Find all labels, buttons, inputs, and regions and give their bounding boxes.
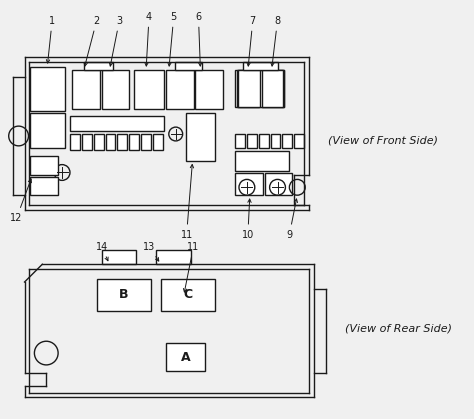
Bar bbox=[161, 279, 215, 310]
Bar bbox=[118, 134, 128, 150]
Bar bbox=[261, 70, 284, 107]
Text: C: C bbox=[183, 288, 192, 301]
Bar bbox=[129, 134, 139, 150]
Text: (View of Rear Side): (View of Rear Side) bbox=[345, 323, 452, 334]
Text: 10: 10 bbox=[242, 199, 254, 240]
Text: 13: 13 bbox=[143, 241, 159, 261]
Bar bbox=[153, 134, 163, 150]
Bar bbox=[195, 70, 223, 109]
Bar bbox=[238, 70, 260, 107]
Bar bbox=[70, 134, 80, 150]
Text: 14: 14 bbox=[95, 241, 108, 261]
Bar bbox=[82, 134, 92, 150]
Bar bbox=[175, 62, 202, 70]
Bar bbox=[101, 251, 136, 264]
Bar bbox=[30, 67, 65, 111]
Bar bbox=[30, 113, 65, 148]
Text: A: A bbox=[181, 351, 191, 364]
Text: 1: 1 bbox=[46, 16, 55, 63]
Text: 5: 5 bbox=[168, 12, 177, 66]
Text: 11: 11 bbox=[183, 241, 200, 292]
Bar bbox=[166, 343, 205, 371]
Text: 7: 7 bbox=[247, 16, 256, 66]
Bar bbox=[72, 70, 100, 109]
Bar bbox=[271, 134, 281, 148]
Bar bbox=[166, 70, 193, 109]
Bar bbox=[156, 251, 191, 264]
Text: 4: 4 bbox=[145, 12, 152, 66]
Bar bbox=[235, 134, 245, 148]
Text: 3: 3 bbox=[109, 16, 122, 66]
Bar bbox=[186, 113, 215, 160]
Bar bbox=[294, 134, 304, 148]
Bar bbox=[237, 70, 284, 107]
Bar bbox=[243, 62, 277, 70]
Text: 9: 9 bbox=[286, 199, 298, 240]
Bar bbox=[264, 173, 292, 195]
Bar bbox=[247, 134, 257, 148]
Bar bbox=[235, 151, 290, 171]
Bar bbox=[259, 134, 269, 148]
Bar bbox=[97, 279, 151, 310]
Text: 11: 11 bbox=[181, 165, 193, 240]
Bar bbox=[30, 156, 58, 176]
Text: (View of Front Side): (View of Front Side) bbox=[328, 136, 438, 146]
Bar bbox=[235, 173, 263, 195]
Text: 6: 6 bbox=[195, 12, 202, 66]
Text: 8: 8 bbox=[271, 16, 281, 66]
Bar bbox=[283, 134, 292, 148]
Text: 12: 12 bbox=[10, 179, 31, 223]
Text: 2: 2 bbox=[84, 16, 100, 66]
Bar bbox=[235, 70, 259, 107]
Bar bbox=[262, 70, 283, 107]
Text: B: B bbox=[118, 288, 128, 301]
Bar bbox=[101, 70, 129, 109]
Bar bbox=[70, 116, 164, 131]
Bar bbox=[106, 134, 116, 150]
Bar bbox=[94, 134, 104, 150]
Bar bbox=[141, 134, 151, 150]
Bar bbox=[134, 70, 164, 109]
Bar bbox=[84, 62, 113, 70]
Bar bbox=[30, 177, 58, 195]
